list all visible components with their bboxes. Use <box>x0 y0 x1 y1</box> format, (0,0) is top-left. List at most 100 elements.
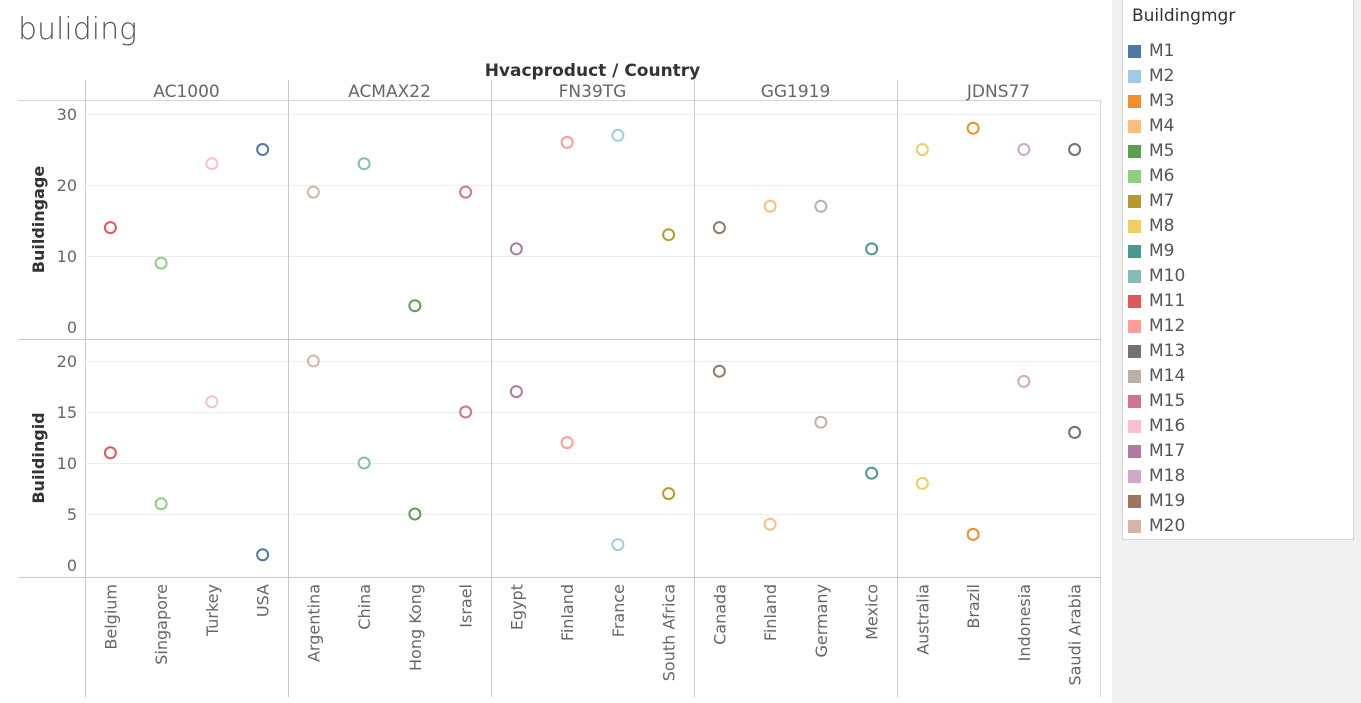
legend-swatch <box>1128 144 1141 158</box>
data-point <box>509 385 523 399</box>
data-point <box>611 538 625 552</box>
legend-swatch <box>1128 469 1141 483</box>
legend-label: M17 <box>1149 441 1186 461</box>
legend-item[interactable]: M4 <box>1128 115 1174 137</box>
product-header: JDNS77 <box>966 82 1030 102</box>
row-axis-label: Buildingage <box>29 166 48 274</box>
country-label: Canada <box>710 584 729 645</box>
legend-label: M3 <box>1149 91 1175 111</box>
row-axis-label: Buildingid <box>29 412 48 503</box>
legend-item[interactable]: M11 <box>1128 290 1185 312</box>
data-point <box>966 121 980 135</box>
data-point <box>459 185 473 199</box>
data-point <box>560 135 574 149</box>
legend-item[interactable]: M2 <box>1128 65 1174 87</box>
legend-label: M1 <box>1149 41 1175 61</box>
data-point <box>408 299 422 313</box>
y-tick-label: 10 <box>57 454 77 473</box>
legend-item[interactable]: M15 <box>1128 390 1185 412</box>
data-point <box>915 476 929 490</box>
legend-item[interactable]: M14 <box>1128 365 1185 387</box>
country-label: Singapore <box>152 584 171 665</box>
legend-item[interactable]: M17 <box>1128 440 1185 462</box>
legend-item[interactable]: M18 <box>1128 465 1185 487</box>
legend-swatch <box>1128 494 1141 508</box>
legend-swatch <box>1128 294 1141 308</box>
data-point <box>865 242 879 256</box>
country-label: Egypt <box>507 584 526 630</box>
legend-item[interactable]: M10 <box>1128 265 1185 287</box>
data-point <box>256 548 270 562</box>
data-point <box>306 185 320 199</box>
legend-swatch <box>1128 69 1141 83</box>
legend-item[interactable]: M9 <box>1128 240 1174 262</box>
legend-label: M4 <box>1149 116 1175 136</box>
product-header: AC1000 <box>153 82 219 102</box>
country-label: Mexico <box>863 584 882 640</box>
legend-swatch <box>1128 394 1141 408</box>
legend-swatch <box>1128 44 1141 58</box>
legend-item[interactable]: M6 <box>1128 165 1174 187</box>
legend-label: M12 <box>1149 316 1186 336</box>
legend-swatch <box>1128 369 1141 383</box>
legend-item[interactable]: M7 <box>1128 190 1174 212</box>
legend: Buildingmgr M1 M2 M3 M4 M5 M6 M7 M8 M9 M10 M11 M12 M… <box>1122 0 1354 540</box>
data-point <box>357 157 371 171</box>
legend-swatch <box>1128 219 1141 233</box>
country-label: USA <box>254 584 273 617</box>
data-point <box>509 242 523 256</box>
data-point <box>154 256 168 270</box>
data-point <box>915 143 929 156</box>
y-tick-label: 20 <box>57 176 77 195</box>
data-point <box>662 487 676 501</box>
legend-item[interactable]: M1 <box>1128 40 1174 62</box>
legend-swatch <box>1128 444 1141 458</box>
legend-title: Buildingmgr <box>1132 6 1236 26</box>
legend-label: M2 <box>1149 66 1175 86</box>
legend-label: M9 <box>1149 241 1175 261</box>
legend-item[interactable]: M12 <box>1128 315 1185 337</box>
legend-label: M15 <box>1149 391 1186 411</box>
country-label: Israel <box>457 584 476 628</box>
legend-label: M5 <box>1149 141 1175 161</box>
legend-item[interactable]: M16 <box>1128 415 1185 437</box>
legend-item[interactable]: M8 <box>1128 215 1174 237</box>
data-point <box>357 456 371 470</box>
country-label: Belgium <box>101 584 120 650</box>
country-label: Finland <box>761 584 780 641</box>
country-label: Argentina <box>304 584 323 662</box>
country-label: France <box>609 584 628 637</box>
y-tick-label: 20 <box>57 352 77 371</box>
data-point <box>103 221 117 235</box>
legend-label: M18 <box>1149 466 1186 486</box>
legend-item[interactable]: M20 <box>1128 515 1185 537</box>
column-header-title: Hvacproduct / Country <box>485 61 701 81</box>
country-label: Brazil <box>964 584 983 629</box>
legend-swatch <box>1128 269 1141 283</box>
country-label: Australia <box>913 584 932 655</box>
data-point <box>1068 143 1082 156</box>
data-point <box>611 128 625 142</box>
data-point <box>763 517 777 531</box>
legend-swatch <box>1128 169 1141 183</box>
legend-item[interactable]: M13 <box>1128 340 1185 362</box>
legend-item[interactable]: M5 <box>1128 140 1174 162</box>
legend-label: M20 <box>1149 516 1186 536</box>
country-label: Hong Kong <box>406 584 425 671</box>
legend-item[interactable]: M19 <box>1128 490 1185 512</box>
country-label: Finland <box>558 584 577 641</box>
legend-swatch <box>1128 194 1141 208</box>
legend-item[interactable]: M3 <box>1128 90 1174 112</box>
data-point <box>662 228 676 242</box>
legend-swatch <box>1128 94 1141 108</box>
legend-swatch <box>1128 344 1141 358</box>
legend-label: M10 <box>1149 266 1186 286</box>
y-tick-label: 0 <box>67 318 77 337</box>
data-point <box>306 354 320 368</box>
data-point <box>205 157 219 171</box>
data-point <box>966 527 980 541</box>
y-tick-label: 30 <box>57 105 77 124</box>
legend-label: M8 <box>1149 216 1175 236</box>
scatter-chart: Hvacproduct / Country 0 10 20 30 Buildingage 0… <box>18 61 1101 697</box>
legend-swatch <box>1128 519 1141 533</box>
